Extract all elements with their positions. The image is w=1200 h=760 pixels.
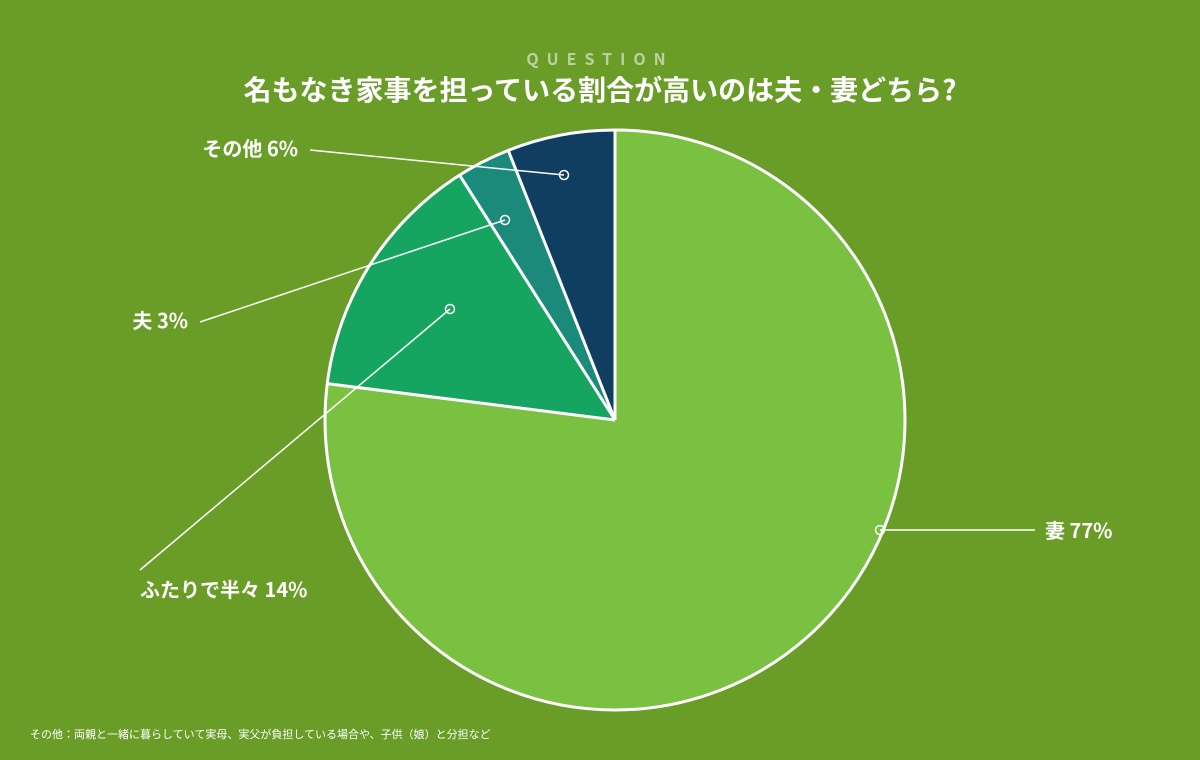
chart-title: 名もなき家事を担っている割合が高いのは夫・妻どちら? bbox=[244, 69, 957, 109]
slice-label-value: 6% bbox=[267, 133, 298, 162]
chart-footnote: その他：両親と一緒に暮らしていて実母、実父が負担している場合や、子供（娘）と分担… bbox=[30, 726, 491, 742]
chart-stage: QUESTION名もなき家事を担っている割合が高いのは夫・妻どちら? 妻 77% ふ… bbox=[0, 0, 1200, 760]
slice-label-value: 14% bbox=[265, 574, 308, 603]
slice-label-value: 77% bbox=[1070, 515, 1113, 544]
slice-label-name: その他 bbox=[202, 133, 267, 162]
slice-label-name: 妻 bbox=[1045, 515, 1070, 544]
chart-eyebrow: QUESTION bbox=[526, 46, 673, 70]
slice-label: 妻 77% bbox=[1045, 515, 1112, 544]
slice-label: ふたりで半々 14% bbox=[140, 574, 307, 603]
slice-label-name: ふたりで半々 bbox=[140, 574, 265, 603]
slice-label-name: 夫 bbox=[132, 305, 157, 334]
slice-label: その他 6% bbox=[202, 133, 298, 162]
slice-label-value: 3% bbox=[157, 305, 188, 334]
slice-label: 夫 3% bbox=[132, 305, 188, 334]
